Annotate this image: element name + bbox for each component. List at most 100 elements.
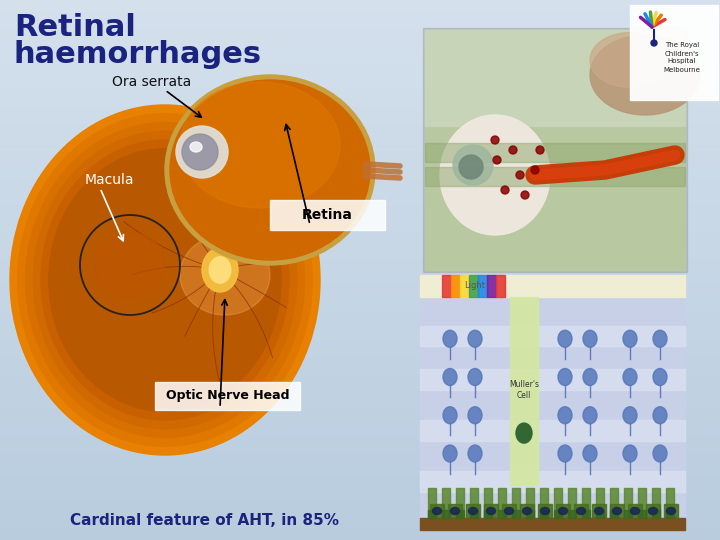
Bar	[484, 510, 492, 518]
Bar	[630, 5, 718, 100]
Ellipse shape	[468, 445, 482, 462]
Ellipse shape	[623, 368, 637, 386]
Ellipse shape	[33, 131, 297, 429]
Bar	[582, 510, 590, 518]
Ellipse shape	[613, 508, 621, 515]
Bar	[469, 275, 478, 297]
Bar	[0, 417, 720, 423]
Bar	[425, 30, 685, 270]
Bar	[568, 510, 576, 518]
Text: Muller's
Cell: Muller's Cell	[509, 380, 539, 400]
Ellipse shape	[583, 330, 597, 347]
Text: Cardinal feature of AHT, in 85%: Cardinal feature of AHT, in 85%	[71, 513, 340, 528]
Text: Macula: Macula	[85, 173, 135, 187]
Bar	[0, 427, 720, 432]
Bar	[0, 319, 720, 324]
Bar	[0, 22, 720, 27]
Bar	[574, 504, 588, 518]
Bar	[596, 510, 604, 518]
Bar	[0, 197, 720, 202]
Bar	[0, 346, 720, 351]
Bar	[0, 498, 720, 504]
Bar	[451, 275, 460, 297]
Ellipse shape	[653, 445, 667, 462]
Ellipse shape	[176, 126, 228, 178]
Bar	[0, 138, 720, 144]
Bar	[0, 400, 720, 405]
Circle shape	[516, 171, 524, 179]
Bar	[0, 458, 720, 463]
Bar	[0, 49, 720, 54]
Bar	[0, 377, 720, 382]
Bar	[0, 530, 720, 536]
Bar	[0, 224, 720, 230]
Bar	[538, 504, 552, 518]
Bar	[0, 408, 720, 414]
Ellipse shape	[443, 407, 457, 424]
Bar	[0, 516, 720, 522]
Bar	[420, 420, 685, 441]
Bar	[0, 359, 720, 364]
Bar	[0, 413, 720, 418]
Bar	[0, 332, 720, 338]
Bar	[0, 3, 720, 9]
Circle shape	[509, 146, 517, 154]
Bar	[420, 471, 685, 492]
Circle shape	[493, 156, 501, 164]
Bar	[0, 98, 720, 104]
Bar	[638, 488, 646, 518]
Bar	[0, 76, 720, 81]
Bar	[526, 488, 534, 518]
Ellipse shape	[469, 508, 477, 515]
Bar	[610, 504, 624, 518]
Circle shape	[536, 146, 544, 154]
Ellipse shape	[583, 368, 597, 386]
Bar	[0, 485, 720, 490]
Bar	[0, 435, 720, 441]
Bar	[610, 488, 618, 518]
Ellipse shape	[558, 330, 572, 347]
Bar	[0, 368, 720, 374]
Bar	[568, 488, 576, 518]
Bar	[0, 152, 720, 158]
Bar	[0, 120, 720, 126]
Bar	[0, 0, 720, 4]
Ellipse shape	[559, 508, 567, 515]
Bar	[0, 512, 720, 517]
Bar	[0, 503, 720, 509]
Bar	[0, 269, 720, 274]
Bar	[0, 143, 720, 148]
Bar	[540, 510, 548, 518]
Ellipse shape	[653, 407, 667, 424]
Bar	[610, 510, 618, 518]
Bar	[0, 255, 720, 261]
Bar	[270, 200, 385, 230]
Bar	[0, 296, 720, 301]
Bar	[666, 488, 674, 518]
Ellipse shape	[433, 508, 441, 515]
Bar	[0, 206, 720, 212]
Bar	[0, 57, 720, 63]
Bar	[0, 481, 720, 486]
Bar	[470, 510, 478, 518]
Bar	[0, 395, 720, 401]
Ellipse shape	[443, 445, 457, 462]
Circle shape	[453, 145, 493, 185]
Bar	[0, 422, 720, 428]
Bar	[0, 381, 720, 387]
Ellipse shape	[583, 445, 597, 462]
Bar	[456, 488, 464, 518]
Bar	[0, 44, 720, 50]
Bar	[0, 476, 720, 482]
Bar	[502, 504, 516, 518]
Bar	[0, 147, 720, 153]
Bar	[554, 488, 562, 518]
Bar	[0, 134, 720, 139]
Ellipse shape	[468, 407, 482, 424]
Ellipse shape	[10, 105, 320, 455]
Bar	[0, 170, 720, 176]
Bar	[420, 275, 685, 530]
Ellipse shape	[558, 407, 572, 424]
Bar	[592, 504, 606, 518]
Ellipse shape	[202, 248, 238, 292]
